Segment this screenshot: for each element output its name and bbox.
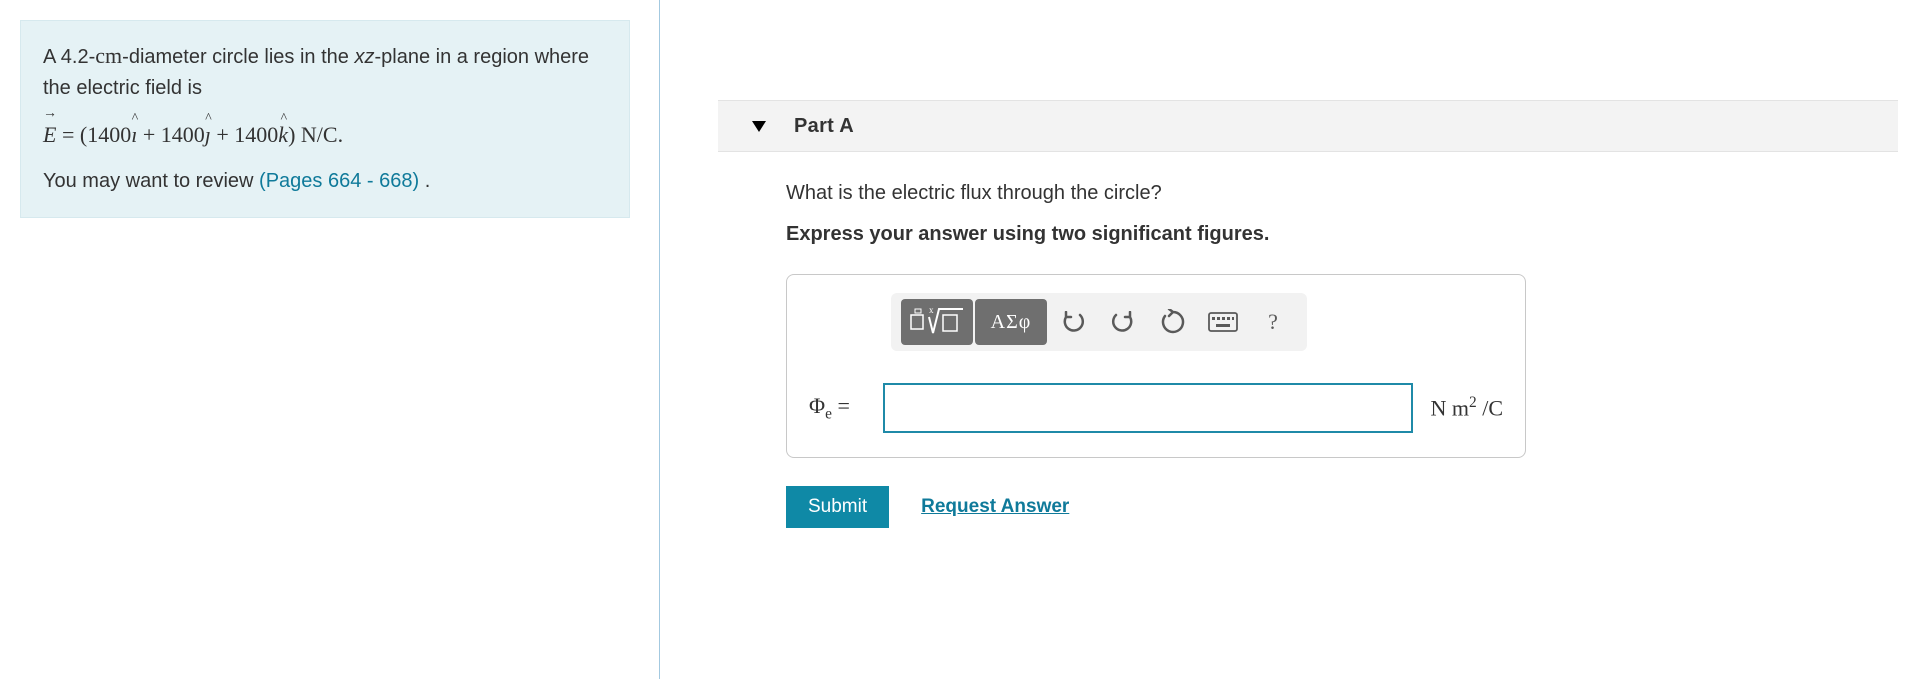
keyboard-button[interactable] xyxy=(1199,299,1247,345)
problem-panel: A 4.2-cm-diameter circle lies in the xz-… xyxy=(0,0,660,679)
reset-button[interactable] xyxy=(1149,299,1197,345)
equals: = xyxy=(832,393,850,418)
part-label: Part A xyxy=(794,115,854,138)
vector-E: →E xyxy=(43,122,56,147)
review-line: You may want to review (Pages 664 - 668)… xyxy=(43,166,607,197)
part-body: What is the electric flux through the ci… xyxy=(718,152,1898,528)
question-text: What is the electric flux through the ci… xyxy=(786,182,1898,205)
unit-i: ^ı xyxy=(131,122,137,147)
svg-text:x: x xyxy=(929,307,934,315)
undo-button[interactable] xyxy=(1049,299,1097,345)
units-post: /C xyxy=(1477,396,1503,421)
greek-button[interactable]: ΑΣφ xyxy=(975,299,1047,345)
input-row: Φe = N m2 /C xyxy=(809,383,1503,433)
answer-input[interactable] xyxy=(883,383,1413,433)
phi-symbol: Φ xyxy=(809,393,825,418)
answer-box: x ΑΣφ xyxy=(786,274,1526,458)
problem-statement: A 4.2-cm-diameter circle lies in the xz-… xyxy=(43,39,607,104)
units-sup: 2 xyxy=(1469,394,1477,411)
help-button[interactable]: ? xyxy=(1249,299,1297,345)
text: + 1400 xyxy=(211,122,278,147)
collapse-icon[interactable] xyxy=(752,121,766,132)
unit-j: ^ȷ xyxy=(205,122,211,147)
units-nc: N/C xyxy=(301,122,338,147)
var-E: E xyxy=(43,122,56,147)
answer-panel: Part A What is the electric flux through… xyxy=(660,0,1916,679)
period: . xyxy=(338,122,344,147)
text: ) xyxy=(288,122,301,147)
text: -diameter circle lies in the xyxy=(122,46,354,68)
text: . xyxy=(419,170,430,192)
review-pages-link[interactable]: (Pages 664 - 668) xyxy=(259,170,419,192)
request-answer-link[interactable]: Request Answer xyxy=(921,496,1069,518)
text: You may want to review xyxy=(43,170,259,192)
unit-k: ^k xyxy=(278,122,288,147)
part-header[interactable]: Part A xyxy=(718,100,1898,152)
submit-button[interactable]: Submit xyxy=(786,486,889,528)
text: + 1400 xyxy=(137,122,204,147)
equation-toolbar: x ΑΣφ xyxy=(891,293,1307,351)
instruction-text: Express your answer using two significan… xyxy=(786,223,1898,246)
text: A 4.2- xyxy=(43,46,95,68)
unit-cm: cm xyxy=(95,43,122,68)
problem-box: A 4.2-cm-diameter circle lies in the xz-… xyxy=(20,20,630,218)
plane-xz: xz xyxy=(354,46,374,68)
text: (1400 xyxy=(80,122,131,147)
input-label: Φe = xyxy=(809,393,865,423)
equals: = xyxy=(56,122,79,147)
equation: →E = (1400^ı + 1400^ȷ + 1400^k) N/C. xyxy=(43,118,607,152)
template-button[interactable]: x xyxy=(901,299,973,345)
button-row: Submit Request Answer xyxy=(786,486,1898,528)
sub-e: e xyxy=(825,405,832,422)
units-label: N m2 /C xyxy=(1431,394,1504,421)
units-pre: N m xyxy=(1431,396,1470,421)
redo-button[interactable] xyxy=(1099,299,1147,345)
